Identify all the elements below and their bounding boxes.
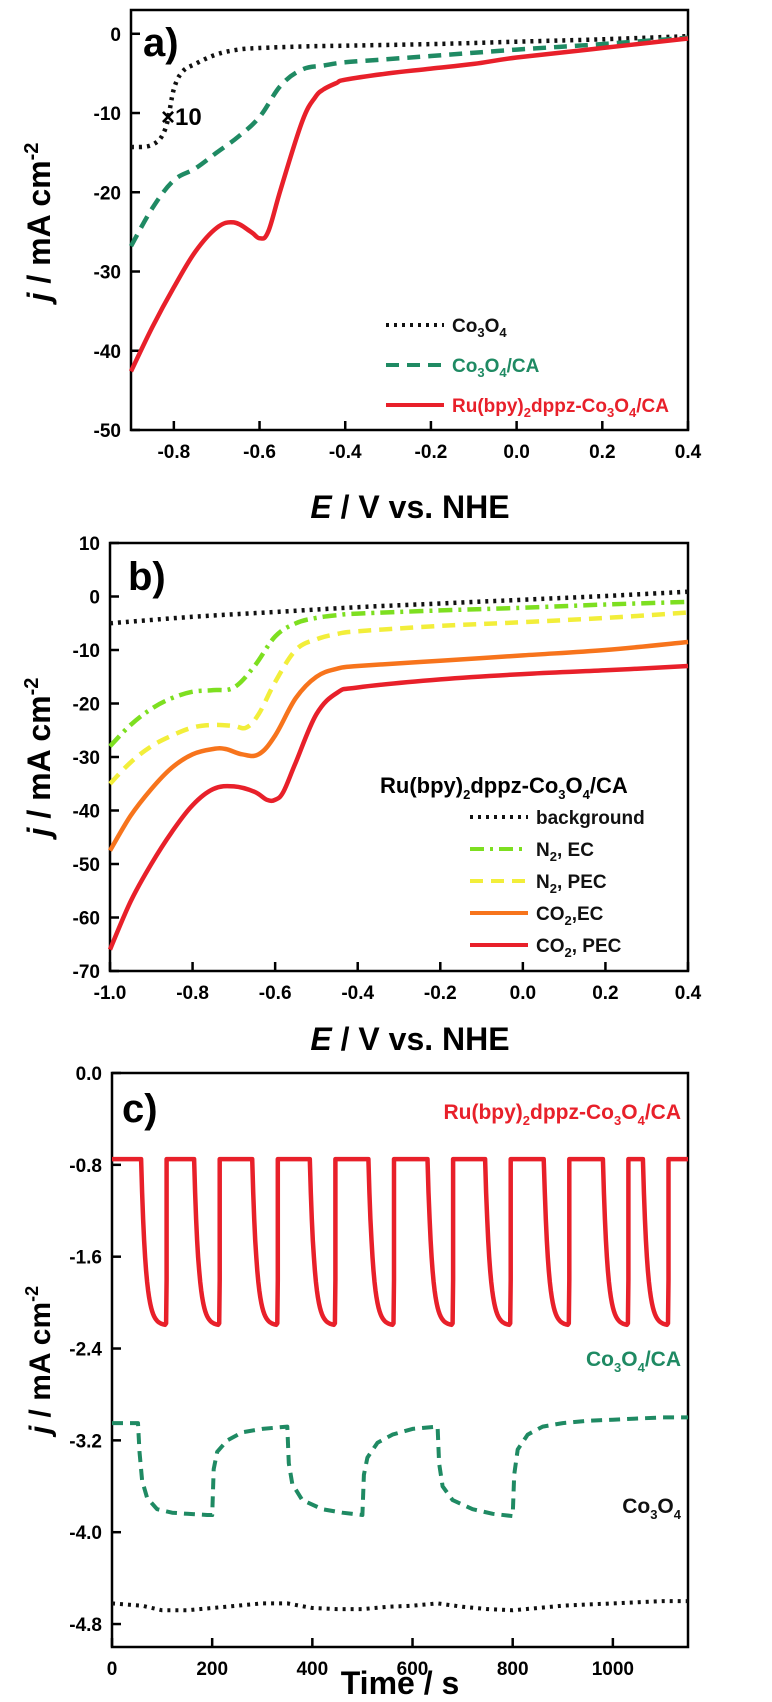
y-tick-label: -50 bbox=[94, 421, 121, 442]
legend-b-text-n2-pec: N2, PEC bbox=[536, 872, 607, 896]
y-tick-label: 0.0 bbox=[76, 1064, 102, 1085]
series-line bbox=[109, 589, 689, 626]
y-tick-label: -0.8 bbox=[69, 1156, 102, 1177]
panel-c-y-ticks: 0.0 -0.8 -1.6 -2.4 -3.2 -4.0 -4.8 bbox=[69, 1064, 121, 1636]
panel-b-y-axis-label: j / mA cm-2 bbox=[21, 678, 57, 841]
x-tick-label: -0.8 bbox=[157, 442, 190, 463]
legend-a-text-ru: Ru(bpy)2dppz-Co3O4/CA bbox=[452, 396, 669, 420]
legend-b-text-background: background bbox=[536, 808, 645, 829]
panel-c-label-co3o4ca: Co3O4/CA bbox=[586, 1348, 681, 1375]
panel-b-label: b) bbox=[128, 555, 166, 599]
x-tick-label: 600 bbox=[397, 1659, 429, 1680]
y-tick-label: 0 bbox=[110, 25, 121, 46]
panel-c-label-co3o4: Co3O4 bbox=[622, 1495, 682, 1522]
series-line bbox=[107, 663, 689, 951]
x-tick-label: -0.2 bbox=[415, 442, 448, 463]
series-line bbox=[128, 36, 689, 373]
panel-a-x-axis-label: E / V vs. NHE bbox=[310, 489, 509, 525]
panel-c-label: c) bbox=[122, 1087, 158, 1131]
series-line bbox=[108, 599, 689, 748]
panel-a-chart: 0 -10 -20 -30 -40 -50 -0.8 -0.6 -0.4 -0.2 0.0 0.2 0… bbox=[21, 8, 702, 525]
y-tick-label: -20 bbox=[94, 183, 121, 204]
y-tick-label: -1.6 bbox=[69, 1248, 102, 1269]
y-tick-label: -10 bbox=[94, 104, 121, 125]
panel-b-chart: 10 0 -10 -20 -30 -40 -50 -60 -70 -1.0 -0.8 -0.6 -0.… bbox=[21, 534, 702, 1057]
y-tick-label: -60 bbox=[73, 909, 100, 930]
panel-c-chart: 0.0 -0.8 -1.6 -2.4 -3.2 -4.0 -4.8 0 200 400 600 80… bbox=[22, 1064, 690, 1701]
panel-a-x-ticks: -0.8 -0.6 -0.4 -0.2 0.0 0.2 0.4 bbox=[157, 421, 702, 463]
y-tick-label: -4.0 bbox=[69, 1523, 102, 1544]
x-tick-label: 400 bbox=[296, 1659, 328, 1680]
x-tick-label: 1000 bbox=[592, 1659, 634, 1680]
legend-b-text-n2-ec: N2, EC bbox=[536, 840, 594, 864]
panel-a-frame bbox=[129, 8, 690, 432]
panel-c-y-axis-label: j / mA cm-2 bbox=[22, 1286, 57, 1438]
y-tick-label: -40 bbox=[73, 802, 100, 823]
panel-b-x-axis-label: E / V vs. NHE bbox=[310, 1021, 509, 1057]
y-tick-label: -2.4 bbox=[69, 1340, 102, 1361]
panel-c-x-axis-label: Time / s bbox=[341, 1665, 460, 1701]
legend-a-text-co3o4: Co3O4 bbox=[452, 316, 507, 340]
panel-c-series bbox=[111, 1156, 688, 1613]
panel-b-y-ticks: 10 0 -10 -20 -30 -40 -50 -60 -70 bbox=[73, 534, 119, 983]
panel-c-frame bbox=[110, 1071, 690, 1649]
y-tick-label: -10 bbox=[73, 641, 100, 662]
legend-a-text-co3o4ca: Co3O4/CA bbox=[452, 356, 540, 380]
legend-b-title: Ru(bpy)2dppz-Co3O4/CA bbox=[380, 773, 628, 802]
series-line bbox=[108, 610, 689, 786]
panel-a-y-axis-label: j / mA cm-2 bbox=[21, 143, 57, 306]
panel-a-y-ticks: 0 -10 -20 -30 -40 -50 bbox=[94, 25, 140, 442]
panel-a-x10-annotation: ×10 bbox=[161, 104, 202, 131]
x-tick-label: 0.4 bbox=[675, 983, 702, 1004]
y-tick-label: -4.8 bbox=[69, 1615, 102, 1636]
panel-a-label: a) bbox=[143, 21, 179, 65]
series-line bbox=[129, 35, 689, 248]
series-line bbox=[130, 33, 689, 150]
x-tick-label: -0.4 bbox=[341, 983, 374, 1004]
x-tick-label: 0.2 bbox=[592, 983, 618, 1004]
x-tick-label: 0.2 bbox=[589, 442, 615, 463]
x-tick-label: 0.0 bbox=[510, 983, 536, 1004]
x-tick-label: -0.8 bbox=[176, 983, 209, 1004]
series-line bbox=[112, 1156, 688, 1328]
y-tick-label: -40 bbox=[94, 342, 121, 363]
x-tick-label: -0.6 bbox=[243, 442, 276, 463]
y-tick-label: -70 bbox=[73, 962, 100, 983]
x-tick-label: 800 bbox=[497, 1659, 529, 1680]
x-tick-label: 0 bbox=[107, 1659, 118, 1680]
series-line bbox=[108, 639, 689, 852]
y-tick-label: -3.2 bbox=[69, 1431, 102, 1452]
panel-b-series bbox=[107, 589, 689, 951]
panel-b-x-ticks: -1.0 -0.8 -0.6 -0.4 -0.2 0.0 0.2 0.4 bbox=[94, 962, 702, 1004]
legend-b-text-co2-pec: CO2, PEC bbox=[536, 936, 622, 960]
y-tick-label: -30 bbox=[73, 748, 100, 769]
x-tick-label: -0.4 bbox=[329, 442, 362, 463]
x-tick-label: 200 bbox=[196, 1659, 228, 1680]
y-tick-label: -30 bbox=[94, 263, 121, 284]
panel-c-label-ru: Ru(bpy)2dppz-Co3O4/CA bbox=[443, 1101, 681, 1128]
x-tick-label: 0.0 bbox=[503, 442, 529, 463]
series-line bbox=[111, 1599, 688, 1613]
y-tick-label: -50 bbox=[73, 855, 100, 876]
y-tick-label: 0 bbox=[89, 588, 100, 609]
panel-a-legend: Co3O4 Co3O4/CA Ru(bpy)2dppz-Co3O4/CA bbox=[386, 316, 669, 420]
legend-b-text-co2-ec: CO2,EC bbox=[536, 904, 604, 928]
x-tick-label: -0.6 bbox=[259, 983, 292, 1004]
panel-c-x-ticks: 0 200 400 600 800 1000 bbox=[107, 1638, 634, 1680]
x-tick-label: -1.0 bbox=[94, 983, 127, 1004]
panel-b-legend: Ru(bpy)2dppz-Co3O4/CA background N2, EC … bbox=[380, 773, 645, 960]
x-tick-label: 0.4 bbox=[675, 442, 702, 463]
series-line bbox=[112, 1415, 688, 1519]
panel-a-series bbox=[128, 33, 689, 373]
x-tick-label: -0.2 bbox=[424, 983, 457, 1004]
y-tick-label: -20 bbox=[73, 695, 100, 716]
y-tick-label: 10 bbox=[79, 534, 100, 555]
